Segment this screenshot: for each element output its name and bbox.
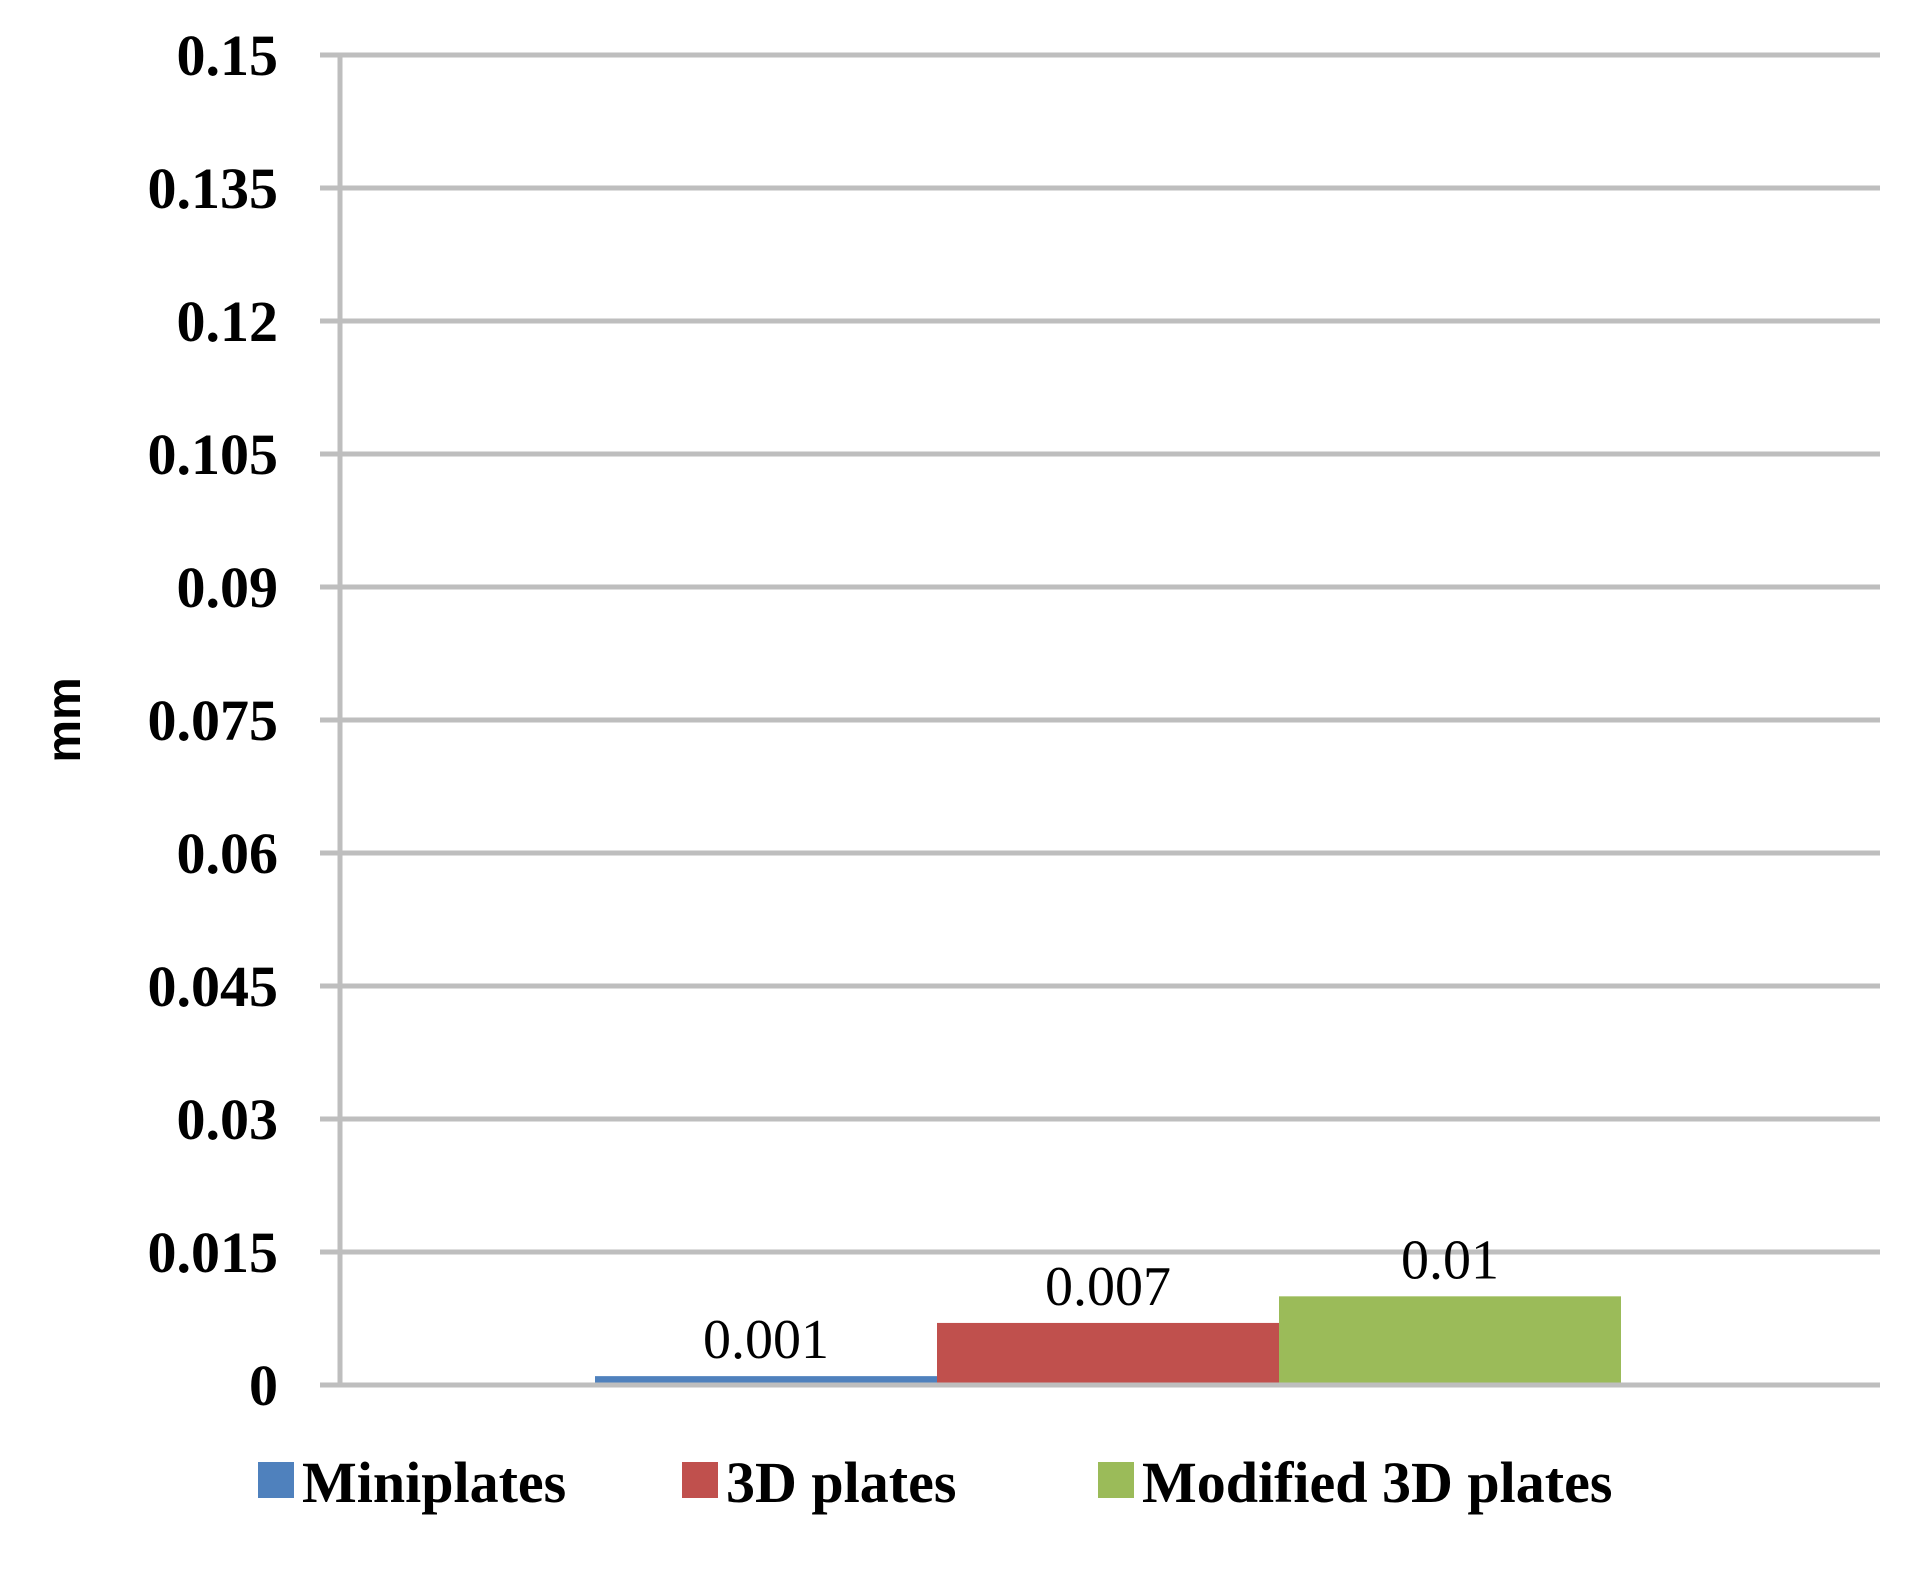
y-tick-label: 0.03 <box>177 1087 279 1152</box>
data-labels: 0.001 0.007 0.01 <box>703 1229 1499 1371</box>
y-tick-label: 0.105 <box>148 422 279 487</box>
y-tick-label: 0.045 <box>148 954 279 1019</box>
bar-3d-plates <box>937 1322 1279 1385</box>
y-tick-label: 0 <box>249 1353 278 1418</box>
legend-entry: 3D plates <box>726 1450 956 1515</box>
y-tick-label: 0.015 <box>148 1220 279 1285</box>
y-tick-label: 0.135 <box>148 156 279 221</box>
y-tick-label: 0.12 <box>177 289 279 354</box>
data-label: 0.007 <box>1045 1256 1171 1318</box>
legend-swatch <box>1098 1462 1134 1498</box>
legend: Miniplates 3D plates Modified 3D plates <box>258 1450 1612 1515</box>
data-label: 0.01 <box>1401 1229 1499 1291</box>
y-tick-label: 0.09 <box>177 555 279 620</box>
y-tick-label: 0.06 <box>177 821 279 886</box>
y-axis-ticks: 0 0.015 0.03 0.045 0.06 0.075 0.09 0.105 0.12 0.1… <box>148 23 279 1418</box>
legend-swatch <box>682 1462 718 1498</box>
legend-swatch <box>258 1462 294 1498</box>
gridlines <box>320 52 1880 1388</box>
y-axis-label: mm <box>38 677 91 762</box>
legend-entry: Modified 3D plates <box>1142 1450 1612 1515</box>
data-label: 0.001 <box>703 1309 829 1371</box>
legend-entry: Miniplates <box>302 1450 566 1515</box>
y-tick-label: 0.15 <box>177 23 279 88</box>
y-tick-label: 0.075 <box>148 688 279 753</box>
bar-modified-3d-plates <box>1279 1296 1621 1385</box>
bar-miniplates <box>595 1376 937 1385</box>
bars <box>320 1296 1880 1388</box>
